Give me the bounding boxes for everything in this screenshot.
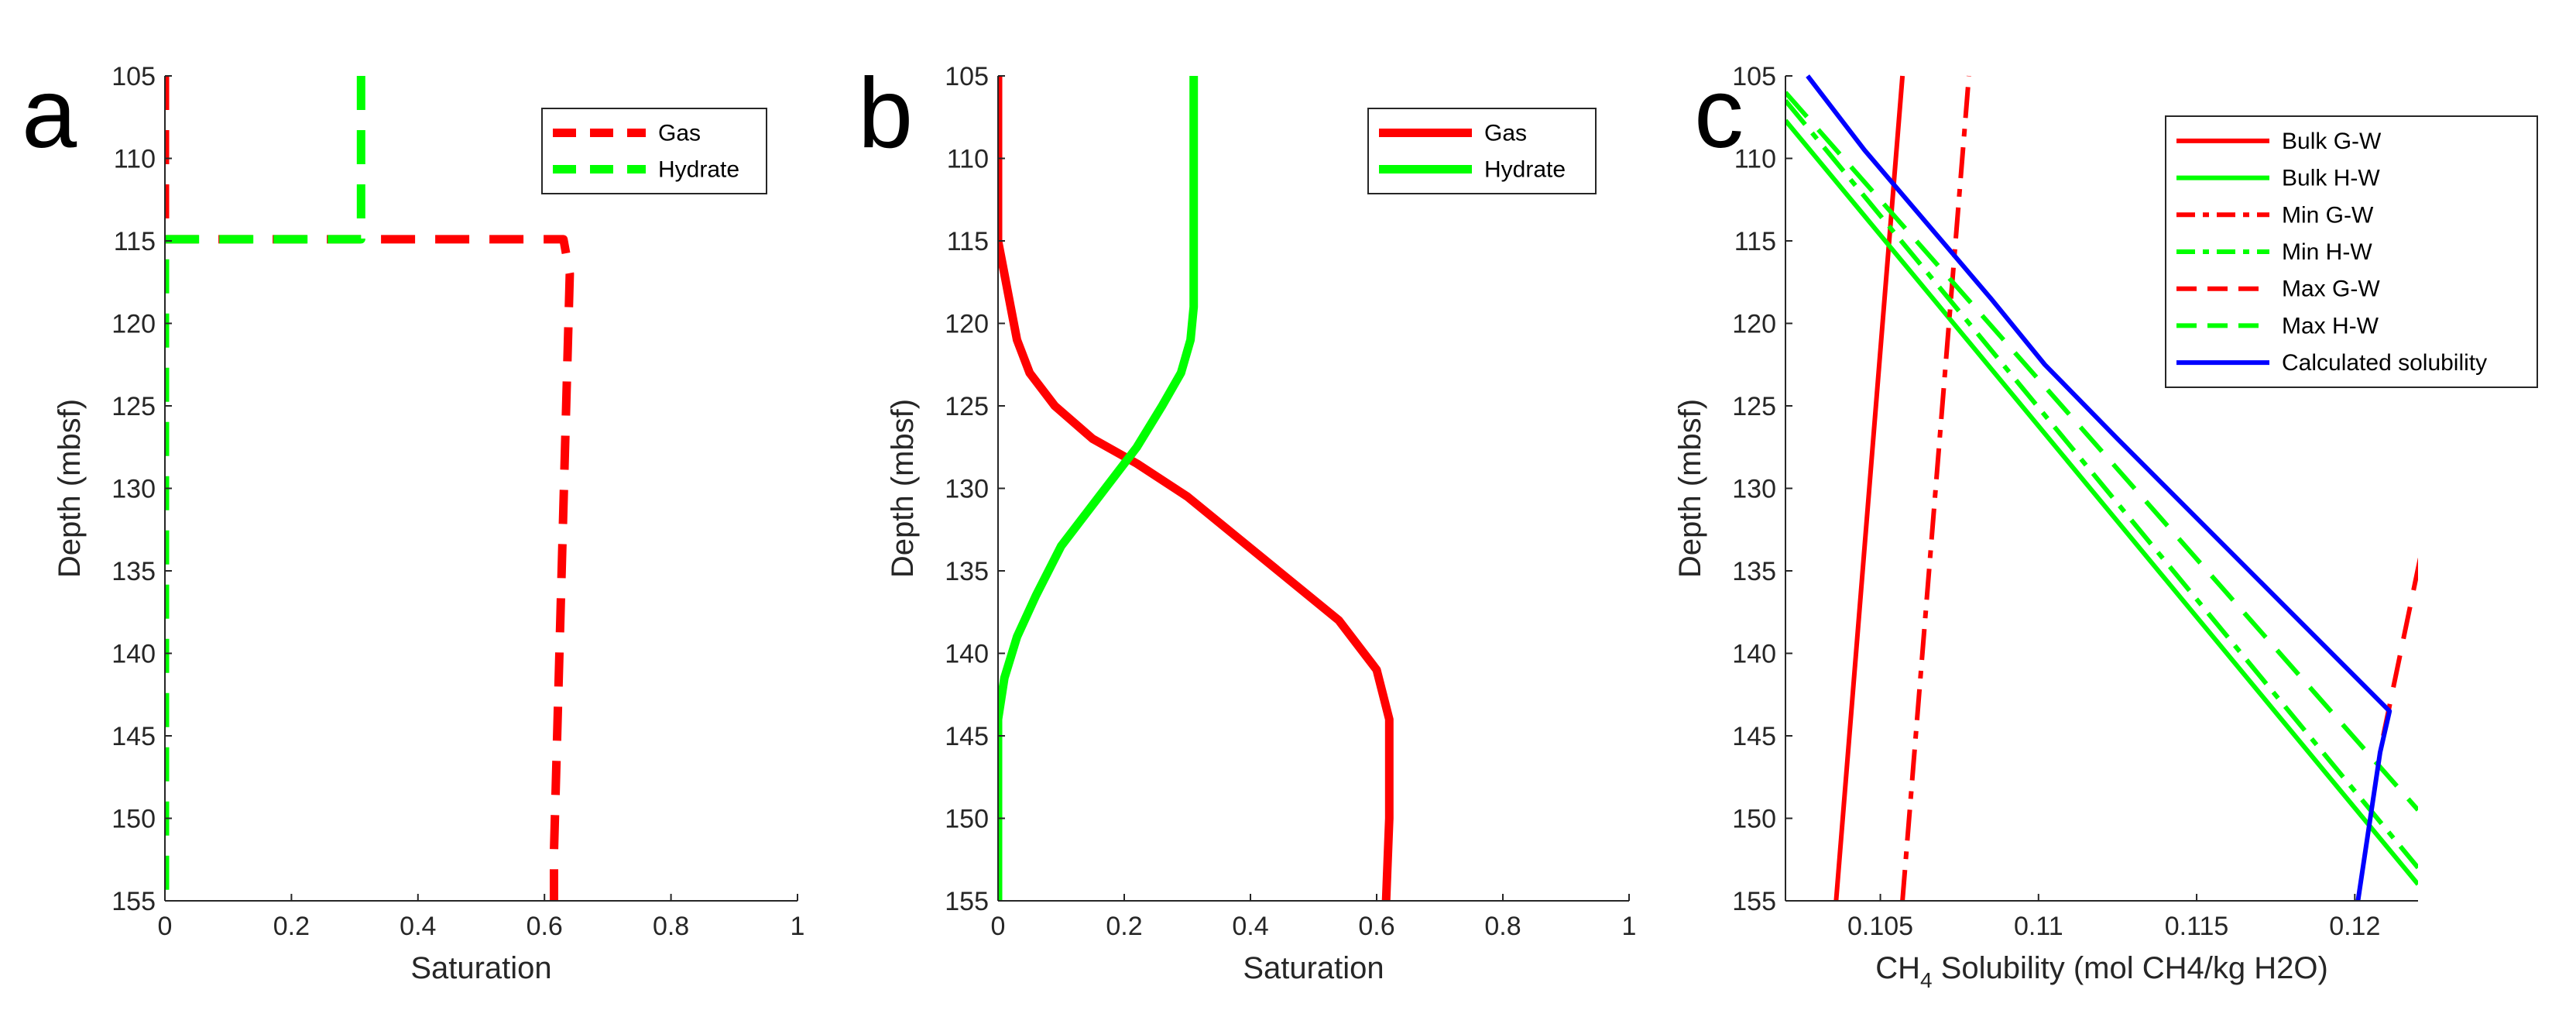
legend-label: Gas <box>658 121 701 146</box>
y-tick-label: 105 <box>945 62 989 91</box>
x-tick-label: 0.4 <box>400 912 436 941</box>
y-tick-label: 150 <box>945 805 989 834</box>
y-tick-label: 150 <box>111 805 156 834</box>
legend-label: Min G-W <box>2282 202 2374 228</box>
y-tick-label: 105 <box>1732 62 1776 91</box>
legend-label: Gas <box>1484 121 1527 146</box>
legend-label: Calculated solubility <box>2282 350 2487 376</box>
y-tick-label: 105 <box>111 62 156 91</box>
y-tick-label: 155 <box>1732 887 1776 916</box>
series-line-gas <box>165 76 575 901</box>
x-tick-label: 0.105 <box>1847 912 1913 941</box>
series-line-min-g-w <box>1900 75 1971 902</box>
panel-letter-a: a <box>22 58 77 169</box>
series-line-hydrate <box>165 76 365 901</box>
y-tick-label: 115 <box>947 227 989 256</box>
y-axis-label: Depth (mbsf) <box>886 399 920 578</box>
x-tick-label: 0.6 <box>1358 912 1394 941</box>
x-axis-label: Saturation <box>410 951 551 985</box>
x-tick-label: 0.115 <box>2165 912 2229 941</box>
series-line-bulk-h-w <box>1785 119 2418 886</box>
legend: Gas Hydrate <box>541 108 767 194</box>
y-tick-label: 145 <box>945 722 989 751</box>
legend: Gas Hydrate <box>1367 108 1597 194</box>
y-tick-label: 125 <box>1732 392 1776 421</box>
series-line-calculated-solubility <box>1806 74 2392 902</box>
y-tick-label: 140 <box>1732 640 1776 669</box>
panel-letter-c: c <box>1694 58 1744 169</box>
y-tick-label: 155 <box>111 887 156 916</box>
y-tick-label: 110 <box>1734 145 1776 174</box>
panel-letter-b: b <box>858 58 913 169</box>
y-tick-label: 115 <box>1734 227 1776 256</box>
x-tick-label: 1 <box>1622 912 1637 941</box>
series-line-max-h-w <box>1785 91 2418 812</box>
x-axis-label: Saturation <box>1243 951 1384 985</box>
y-tick-label: 115 <box>114 227 156 256</box>
y-tick-label: 130 <box>1732 475 1776 504</box>
legend-label: Max H-W <box>2282 313 2379 338</box>
legend-label: Min H-W <box>2282 239 2372 265</box>
y-tick-label: 110 <box>947 145 989 174</box>
x-tick-label: 1 <box>791 912 805 941</box>
legend-label: Hydrate <box>1484 157 1566 183</box>
legend-box <box>1367 108 1597 194</box>
y-axis-label: Depth (mbsf) <box>1673 399 1707 578</box>
legend-label: Bulk G-W <box>2282 129 2382 154</box>
y-tick-label: 140 <box>945 640 989 669</box>
x-tick-label: 0.2 <box>273 912 310 941</box>
legend-label: Bulk H-W <box>2282 166 2380 191</box>
x-tick-label: 0 <box>158 912 173 941</box>
y-tick-label: 150 <box>1732 805 1776 834</box>
series-line-max-g-w <box>2381 557 2418 737</box>
x-tick-label: 0.8 <box>653 912 689 941</box>
y-tick-label: 145 <box>1732 722 1776 751</box>
y-tick-label: 135 <box>945 557 989 586</box>
legend-label: Hydrate <box>658 157 739 183</box>
y-tick-label: 145 <box>111 722 156 751</box>
y-tick-label: 130 <box>111 475 156 504</box>
x-tick-label: 0.2 <box>1106 912 1142 941</box>
legend: Bulk G-W Bulk H-W Min G-W Min H-W Max G-W Max… <box>2165 115 2538 388</box>
y-tick-label: 155 <box>945 887 989 916</box>
y-tick-label: 135 <box>1732 557 1776 586</box>
x-tick-label: 0.12 <box>2329 912 2380 941</box>
y-tick-label: 125 <box>945 392 989 421</box>
x-tick-label: 0.6 <box>527 912 563 941</box>
series-line-min-h-w <box>1785 98 2418 870</box>
legend-box <box>541 108 767 194</box>
series-line-hydrate <box>998 76 1199 901</box>
y-tick-label: 120 <box>945 310 989 339</box>
legend-label: Max G-W <box>2282 277 2380 302</box>
y-tick-label: 140 <box>111 640 156 669</box>
y-tick-label: 130 <box>945 475 989 504</box>
x-tick-label: 0.11 <box>2014 912 2063 941</box>
x-tick-label: 0 <box>991 912 1006 941</box>
y-tick-label: 135 <box>111 557 156 586</box>
x-tick-label: 0.4 <box>1232 912 1268 941</box>
y-axis-label: Depth (mbsf) <box>53 399 87 578</box>
x-tick-label: 0.8 <box>1484 912 1521 941</box>
series-line-gas <box>998 76 1394 902</box>
y-tick-label: 120 <box>1732 310 1776 339</box>
y-tick-label: 125 <box>111 392 156 421</box>
y-tick-label: 120 <box>111 310 156 339</box>
y-tick-label: 110 <box>114 145 156 174</box>
x-axis-label: CH4 Solubility (mol CH4/kg H2O) <box>1875 951 2328 992</box>
